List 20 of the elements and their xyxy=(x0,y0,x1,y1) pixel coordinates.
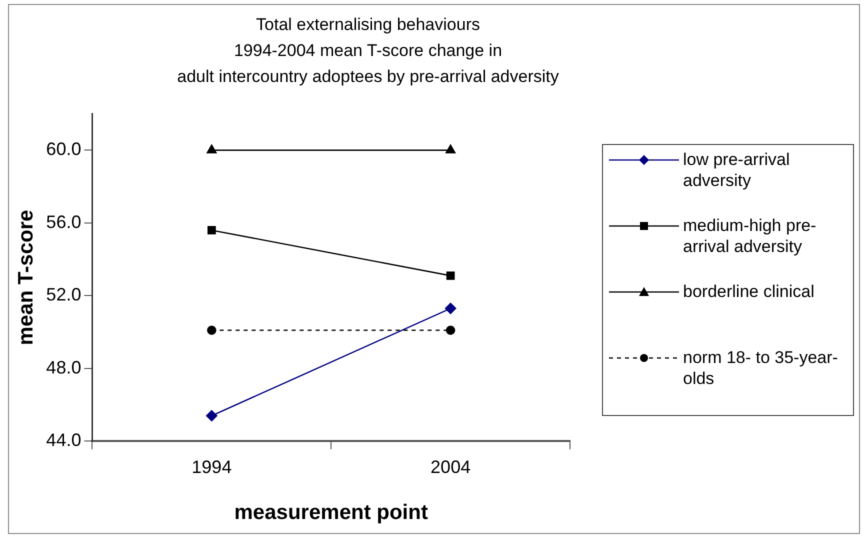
legend-label: norm 18- to 35-year-olds xyxy=(682,347,839,389)
x-tick-label: 2004 xyxy=(430,456,471,477)
point xyxy=(207,226,216,234)
y-tick-label: 60.0 xyxy=(46,139,82,160)
point xyxy=(207,326,216,335)
chart-title: Total externalising behaviours 1994-2004 mean T-score change in adult intercountry adoptees by pre-arrival adversity xyxy=(176,14,560,88)
point xyxy=(446,326,456,335)
y-axis-title: mean T-score xyxy=(14,210,38,346)
y-tick-label: 44.0 xyxy=(46,430,82,450)
point xyxy=(206,410,218,422)
y-tick-label: 48.0 xyxy=(46,357,82,378)
legend-label: medium-high pre-arrival adversity xyxy=(682,215,818,257)
legend-label: low pre-arrival adversity xyxy=(682,149,791,191)
x-axis-title: measurement point xyxy=(234,501,428,524)
point xyxy=(444,302,456,314)
legend-label: borderline clinical xyxy=(682,281,814,302)
x-tick-label: 1994 xyxy=(192,456,232,477)
y-tick-label: 52.0 xyxy=(46,284,82,305)
y-tick-label: 56.0 xyxy=(46,212,82,232)
point xyxy=(446,271,455,280)
